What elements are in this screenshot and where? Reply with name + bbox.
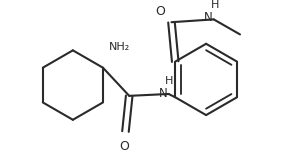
Text: H: H: [165, 75, 174, 86]
Text: O: O: [155, 6, 165, 18]
Text: N: N: [204, 11, 213, 24]
Text: N: N: [159, 87, 168, 99]
Text: O: O: [120, 140, 129, 153]
Text: NH₂: NH₂: [108, 42, 130, 52]
Text: H: H: [211, 0, 219, 10]
